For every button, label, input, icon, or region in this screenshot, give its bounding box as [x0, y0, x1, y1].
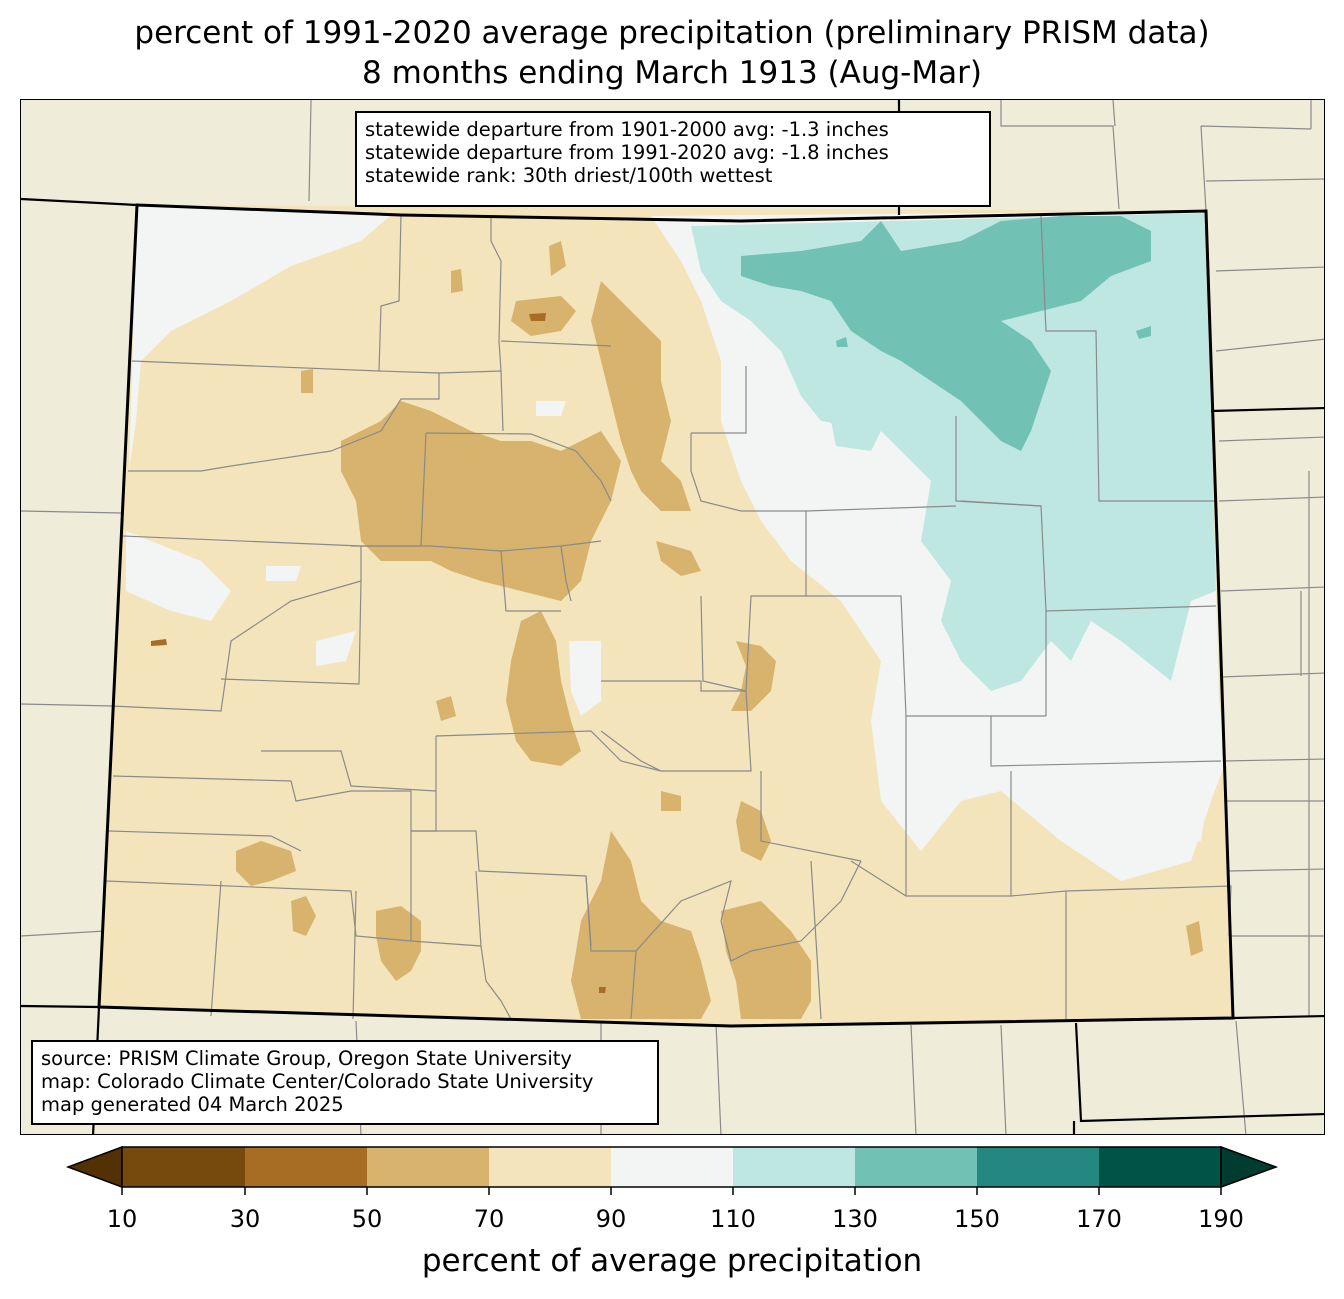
- colorbar: [65, 1145, 1279, 1195]
- colorbar-segment-170-190: [1099, 1147, 1221, 1187]
- colorbar-tick-label: 130: [832, 1205, 878, 1233]
- map-frame: [20, 99, 1325, 1135]
- colorbar-ticks: [121, 1187, 1222, 1195]
- colorbar-tick-label: 150: [954, 1205, 1000, 1233]
- colorbar-segment-70-90: [489, 1147, 611, 1187]
- colorbar-segment-90-110: [611, 1147, 733, 1187]
- map-title-line2: 8 months ending March 1913 (Aug-Mar): [362, 55, 982, 91]
- colorbar-segment-30-50: [245, 1147, 367, 1187]
- colorbar-label: percent of average precipitation: [421, 1243, 923, 1279]
- source-line: map: Colorado Climate Center/Colorado St…: [41, 1070, 594, 1093]
- colorbar-segment-110-130: [733, 1147, 855, 1187]
- stats-line: statewide departure from 1991-2020 avg: …: [365, 141, 889, 164]
- statewide-stats-box: statewide departure from 1901-2000 avg: …: [355, 111, 991, 207]
- dry-30-50-areas: [151, 313, 606, 993]
- source-box: source: PRISM Climate Group, Oregon Stat…: [31, 1040, 659, 1125]
- wet-130-150-areas: [741, 216, 1151, 451]
- colorbar-under-arrow: [65, 1145, 123, 1189]
- county-lines: [105, 214, 1232, 1020]
- colorbar-tick-label: 70: [473, 1205, 505, 1233]
- colorbar-segment-130-150: [855, 1147, 977, 1187]
- colorbar-tick-label: 10: [106, 1205, 138, 1233]
- dry-50-70-areas: [236, 241, 1203, 1019]
- colorbar-tick-label: 190: [1198, 1205, 1244, 1233]
- colorado-border: [97, 203, 1235, 1028]
- source-line: source: PRISM Climate Group, Oregon Stat…: [41, 1047, 572, 1070]
- colorbar-tick-label: 90: [595, 1205, 627, 1233]
- source-line: map generated 04 March 2025: [41, 1093, 344, 1116]
- colorbar-segment-50-70: [367, 1147, 489, 1187]
- colorbar-tick-label: 30: [229, 1205, 261, 1233]
- colorbar-segment-10-30: [122, 1147, 245, 1187]
- wet-110-130-areas: [691, 213, 1216, 691]
- colorbar-tick-label: 110: [710, 1205, 756, 1233]
- colorbar-segment-150-170: [977, 1147, 1099, 1187]
- colorbar-tick-label: 170: [1076, 1205, 1122, 1233]
- precipitation-map: [21, 100, 1324, 1134]
- stats-line: statewide departure from 1901-2000 avg: …: [365, 118, 889, 141]
- map-title-line1: percent of 1991-2020 average precipitati…: [134, 15, 1210, 51]
- colorbar-over-arrow: [1220, 1145, 1279, 1189]
- colorbar-outline: [121, 1146, 1222, 1188]
- colorbar-tick-label: 50: [351, 1205, 383, 1233]
- stats-line: statewide rank: 30th driest/100th wettes…: [365, 164, 773, 187]
